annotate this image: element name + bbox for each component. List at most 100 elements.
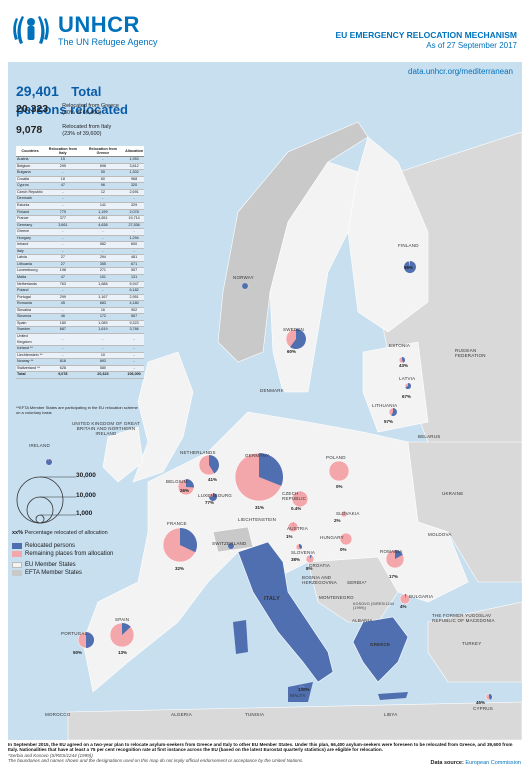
pie-sweden xyxy=(285,328,307,350)
table-cell: 4,180 xyxy=(124,300,144,308)
table-cell: 698 xyxy=(81,163,125,171)
table-cell: 27 xyxy=(44,254,82,262)
label-spain: SPAIN xyxy=(115,617,130,622)
pie-relocated-lithuania xyxy=(391,408,397,416)
table-cell: - xyxy=(124,352,144,360)
table-cell: - xyxy=(81,235,125,243)
pie-relocated-malta xyxy=(300,686,304,690)
table-cell: Malta xyxy=(16,274,45,282)
pct-bulgaria: 4% xyxy=(400,604,407,609)
pct-note: Percentage relocated of allocation xyxy=(24,530,108,536)
table-cell: - xyxy=(81,228,125,236)
table-row: United Kingdom - - - xyxy=(16,333,144,347)
table-cell: - xyxy=(81,287,125,295)
pie-relocated-ireland xyxy=(45,459,52,466)
table-cell: 271 xyxy=(81,267,125,275)
table-cell: - xyxy=(44,195,82,203)
org-tagline: The UN Refugee Agency xyxy=(58,37,158,47)
table-cell: Switzerland ** xyxy=(16,365,45,373)
pie-belgium xyxy=(177,478,195,496)
table-cell: - xyxy=(44,241,82,249)
table-cell: - xyxy=(44,202,82,210)
pie-relocated-luxembourg xyxy=(209,493,218,501)
pie-relocated-sweden xyxy=(290,329,307,349)
table-cell: 16 xyxy=(81,307,125,315)
pie-portugal xyxy=(77,631,95,649)
label-malta: MALTA xyxy=(290,693,306,698)
label-ireland: IRELAND xyxy=(29,443,50,448)
table-cell: 2,078 xyxy=(124,209,144,217)
table-cell: Italy xyxy=(16,248,45,256)
summary-panel: 29,401 Total persons relocated 20,323 Re… xyxy=(8,80,144,440)
table-cell: 1,294 xyxy=(124,235,144,243)
table-row: France 377 4,651 19,714 xyxy=(16,215,144,223)
table-cell: 12 xyxy=(81,189,125,197)
pie-relocated-netherlands xyxy=(209,455,220,474)
table-cell: Denmark xyxy=(16,195,45,203)
source-label: Data source: xyxy=(430,760,464,766)
footer-text: In September 2015, the EU agreed on a tw… xyxy=(8,742,513,753)
finland-shape xyxy=(347,136,429,333)
table-cell: 19,714 xyxy=(124,215,144,223)
pct-latvia: 67% xyxy=(402,394,412,399)
label-albania: ALBANIA xyxy=(352,618,373,623)
table-cell: 4,638 xyxy=(81,222,125,230)
table-cell: 47 xyxy=(44,182,82,190)
table-header-cell: Countries xyxy=(16,146,45,158)
table-cell: - xyxy=(44,333,82,347)
greece-label: Relocated from Greece xyxy=(62,103,119,109)
pie-netherlands xyxy=(198,454,220,476)
relocated-label: Relocated persons xyxy=(25,543,76,549)
table-cell: 60 xyxy=(81,176,125,184)
pie-relocated-slovenia xyxy=(299,544,303,550)
pie-luxembourg xyxy=(208,492,218,502)
table-cell: 294 xyxy=(81,254,125,262)
table-cell: 1,953 xyxy=(124,156,144,164)
table-cell: 329 xyxy=(124,202,144,210)
pie-remaining-hungary xyxy=(339,532,353,546)
table-cell: - xyxy=(124,358,144,366)
table-cell: 131 xyxy=(124,274,144,282)
pct-prefix: xx% xyxy=(12,530,24,536)
table-cell: Bulgaria xyxy=(16,169,45,177)
table-cell: 5,947 xyxy=(124,281,144,289)
table-cell: 567 xyxy=(124,313,144,321)
size-30000: 30,000 xyxy=(76,472,96,479)
map-area xyxy=(8,62,522,740)
label-fyrom: THE FORMER YUGOSLAV REPUBLIC OF MACEDONI… xyxy=(432,613,495,623)
table-row: Luxembourg 198 271 557 xyxy=(16,267,144,275)
unhcr-logo-icon xyxy=(13,16,49,44)
table-cell: 27 xyxy=(44,261,82,269)
table-note: **EFTA Member States are participating i… xyxy=(16,405,138,415)
footer-disclaimer: The boundaries and names shown and the d… xyxy=(8,757,304,763)
table-cell: Hungary xyxy=(16,235,45,243)
greece-kpi: 20,323 Relocated from Greece (30% of 66,… xyxy=(16,103,119,116)
pct-spain: 13% xyxy=(118,650,128,655)
table-cell: 45 xyxy=(44,300,82,308)
table-cell: 172 xyxy=(81,313,125,321)
pie-ireland xyxy=(45,458,53,466)
table-cell: - xyxy=(81,248,125,256)
table-cell: 101 xyxy=(81,274,125,282)
table-cell: 1,302 xyxy=(124,169,144,177)
pie-slovenia xyxy=(295,543,303,551)
table-row: Hungary - -1,294 xyxy=(16,235,144,243)
pie-poland xyxy=(328,460,350,482)
pie-finland xyxy=(403,260,417,274)
source-link[interactable]: European Commission xyxy=(465,760,521,766)
label-algeria: ALGERIA xyxy=(171,712,192,717)
table-row: Lithuania 27 355 671 xyxy=(16,261,144,269)
label-france: FRANCE xyxy=(167,521,187,526)
table-cell: 2,691 xyxy=(124,189,144,197)
table-row: Portugal 299 1,167 2,951 xyxy=(16,294,144,302)
table-cell: 27,536 xyxy=(124,222,144,230)
pie-germany xyxy=(234,452,284,502)
crete-shape xyxy=(378,692,408,700)
label-bulgaria: BULGARIA xyxy=(409,594,434,599)
label-czech: CZECH REPUBLIC xyxy=(282,491,307,501)
table-cell: 355 xyxy=(81,261,125,269)
italy-sub: (23% of 39,600) xyxy=(62,130,102,137)
table-cell: Greece xyxy=(16,228,45,236)
italy-kpi: 9,078 Relocated from Italy (23% of 39,60… xyxy=(16,124,111,137)
source-url-link[interactable]: data.unhcr.org/mediterranean xyxy=(408,67,513,76)
